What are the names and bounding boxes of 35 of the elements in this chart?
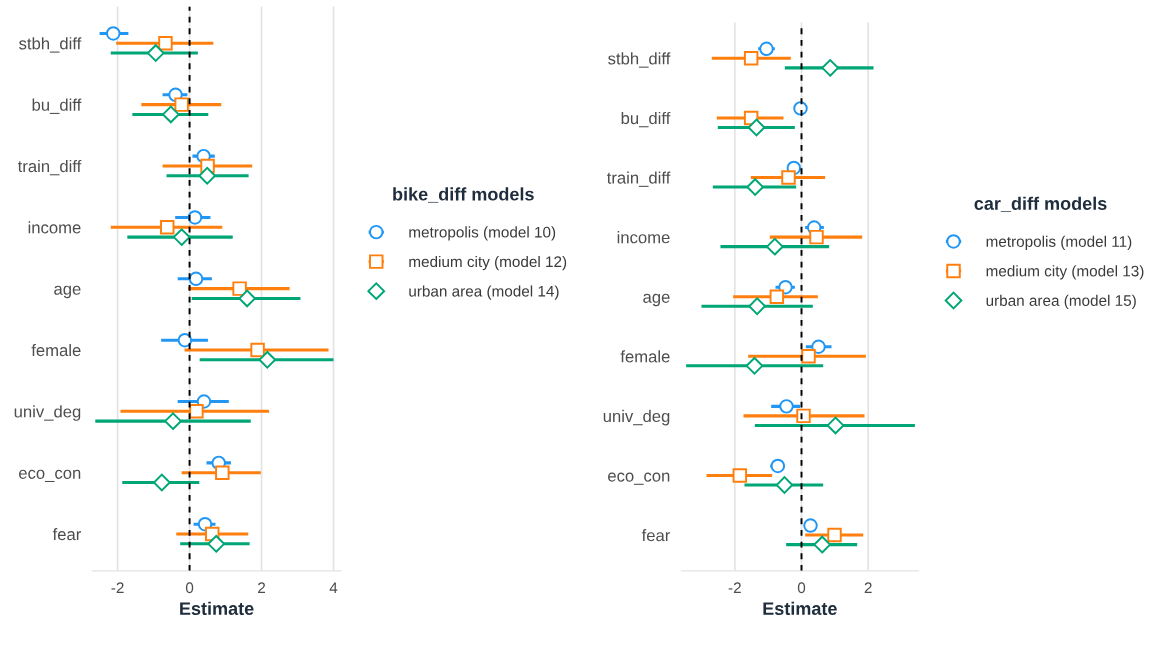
x-tick-label: 0 (185, 582, 194, 594)
legend-title: car_diff models (974, 196, 1107, 212)
y-tick-label: eco_con (608, 472, 670, 485)
y-tick-label: univ_deg (14, 405, 81, 421)
legend-label: urban area (model 14) (409, 285, 559, 300)
y-tick-label: train_diff (606, 171, 671, 187)
x-tick-label: 2 (864, 582, 872, 594)
y-tick-label: bu_diff (621, 111, 671, 128)
y-tick-label: income (28, 221, 81, 234)
legend-label: metropolis (model 11) (986, 235, 1132, 250)
y-tick-label: age (643, 293, 670, 307)
x-axis-title: Estimate (180, 601, 254, 615)
legend-label: medium city (model 13) (986, 265, 1144, 280)
legend-label: metropolis (model 10) (409, 226, 556, 241)
x-tick-label: -2 (111, 582, 124, 594)
x-axis-title: Estimate (763, 601, 837, 615)
x-tick-label: 2 (258, 582, 266, 594)
y-tick-label: female (620, 350, 670, 363)
y-tick-label: eco_con (18, 469, 81, 483)
y-tick-label: stbh_diff (608, 52, 671, 68)
y-tick-label: female (31, 343, 81, 357)
y-tick-label: bu_diff (32, 98, 82, 114)
y-tick-label: stbh_diff (19, 37, 82, 53)
x-tick-label: 0 (797, 582, 806, 594)
legend-title: bike_diff models (393, 187, 534, 203)
y-tick-label: age (54, 285, 81, 299)
y-tick-label: train_diff (17, 159, 82, 176)
x-tick-label: -2 (728, 582, 741, 594)
legend-label: medium city (model 12) (409, 255, 567, 271)
y-tick-label: fear (52, 528, 82, 541)
y-tick-label: fear (641, 529, 671, 542)
x-tick-label: 4 (329, 582, 338, 594)
legend-label: urban area (model 15) (986, 294, 1136, 309)
y-tick-label: income (617, 231, 670, 244)
y-tick-label: univ_deg (603, 409, 670, 426)
